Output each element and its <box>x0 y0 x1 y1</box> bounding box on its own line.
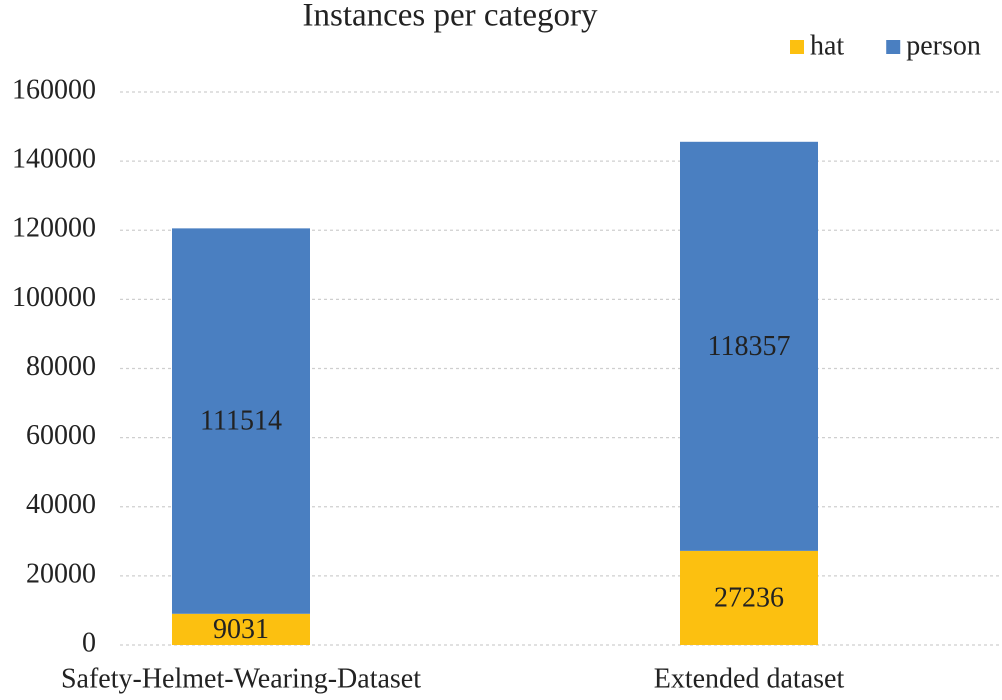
y-tick-label: 100000 <box>12 282 96 313</box>
legend-swatch <box>790 40 804 54</box>
data-label: 118357 <box>708 331 791 362</box>
legend-label: person <box>906 30 981 61</box>
y-tick-label: 20000 <box>26 558 96 589</box>
data-label: 27236 <box>714 582 784 613</box>
y-tick-label: 40000 <box>26 489 96 520</box>
y-tick-label: 60000 <box>26 420 96 451</box>
legend-swatch <box>886 40 901 54</box>
bar-segment <box>172 228 310 614</box>
chart-title: Instances per category <box>302 0 598 34</box>
bar-segment <box>680 550 818 645</box>
data-label: 111514 <box>200 405 282 436</box>
data-label: 9031 <box>213 614 269 645</box>
x-tick-label: Extended dataset <box>654 663 845 694</box>
x-tick-label: Safety-Helmet-Wearing-Dataset <box>61 663 421 694</box>
y-tick-label: 160000 <box>12 74 96 105</box>
legend-label: hat <box>810 30 844 61</box>
y-tick-label: 0 <box>82 627 96 658</box>
y-tick-label: 120000 <box>12 213 96 244</box>
y-tick-label: 140000 <box>12 144 96 175</box>
bar-segment <box>680 141 818 551</box>
y-tick-label: 80000 <box>26 351 96 382</box>
bar-segment <box>172 613 310 645</box>
